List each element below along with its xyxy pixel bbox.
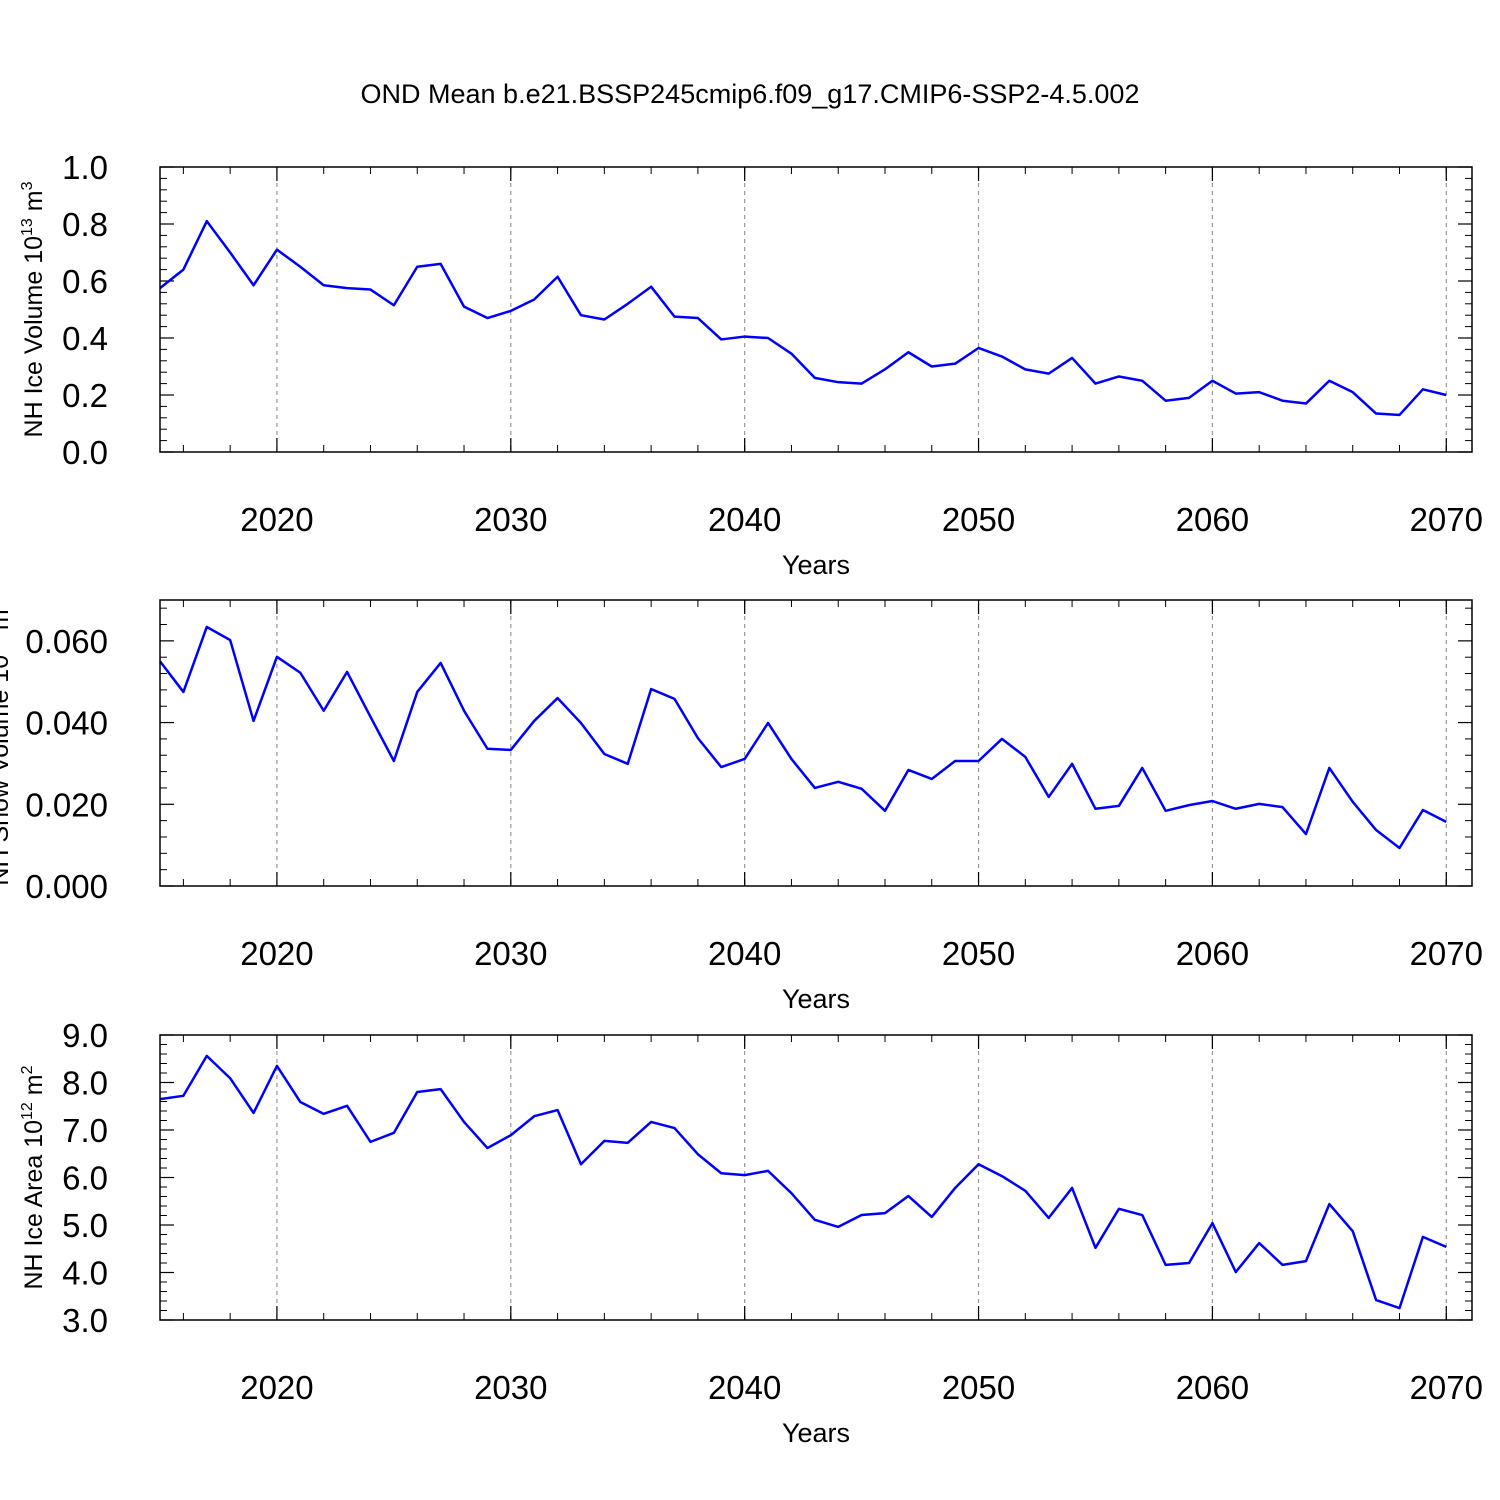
y-axis-title-unit: m <box>20 190 48 218</box>
y-tick-label: 0.000 <box>25 868 108 905</box>
x-tick-label: 2040 <box>708 1369 781 1406</box>
y-axis-title: NH Ice Volume 1013 m3 <box>19 181 48 437</box>
x-tick-label: 2060 <box>1176 501 1249 538</box>
x-tick-label: 2070 <box>1410 935 1483 972</box>
y-tick-label: 0.020 <box>25 786 108 823</box>
data-line <box>159 219 1447 417</box>
x-tick-label: 2020 <box>240 501 313 538</box>
y-axis-title-exponent: 13 <box>19 218 36 236</box>
x-tick-label: 2050 <box>942 501 1015 538</box>
y-axis-title-unit-exponent: 3 <box>0 600 2 609</box>
y-tick-label: 0.8 <box>62 206 108 243</box>
y-tick-label: 6.0 <box>62 1160 108 1197</box>
y-tick-label: 1.0 <box>62 149 108 186</box>
y-axis-title-exponent: 13 <box>0 637 2 655</box>
plot-frame <box>159 166 1473 453</box>
y-tick-label: 3.0 <box>62 1302 108 1339</box>
y-axis-title-text: NH Ice Area 10 <box>20 1120 48 1290</box>
data-line <box>159 625 1447 850</box>
y-tick-label: 4.0 <box>62 1255 108 1292</box>
y-tick-label: 0.2 <box>62 377 108 414</box>
x-axis-title: Years <box>782 1418 850 1448</box>
y-axis-title-unit-exponent: 3 <box>19 181 36 190</box>
figure-title: OND Mean b.e21.BSSP245cmip6.f09_g17.CMIP… <box>361 79 1140 109</box>
plot-frame <box>159 1034 1473 1321</box>
y-tick-label: 9.0 <box>62 1017 108 1054</box>
x-tick-label: 2040 <box>708 501 781 538</box>
x-tick-label: 2060 <box>1176 935 1249 972</box>
y-tick-label: 0.4 <box>62 320 108 357</box>
x-axis-title: Years <box>782 984 850 1014</box>
y-tick-label: 7.0 <box>62 1112 108 1149</box>
x-tick-label: 2020 <box>240 1369 313 1406</box>
x-tick-label: 2060 <box>1176 1369 1249 1406</box>
y-axis-title-unit-exponent: 2 <box>19 1065 36 1074</box>
x-tick-label: 2040 <box>708 935 781 972</box>
x-tick-label: 2030 <box>474 1369 547 1406</box>
y-tick-label: 0.060 <box>25 623 108 660</box>
plot-frame <box>159 599 1473 887</box>
y-axis-title: NH Ice Area 1012 m2 <box>19 1065 48 1289</box>
y-axis-title-unit: m <box>20 1074 48 1102</box>
data-line <box>159 1054 1447 1310</box>
x-tick-label: 2030 <box>474 935 547 972</box>
y-tick-label: 5.0 <box>62 1207 108 1244</box>
y-tick-label: 0.0 <box>62 434 108 471</box>
x-tick-label: 2030 <box>474 501 547 538</box>
y-axis-title-text: NH Ice Volume 10 <box>20 236 48 438</box>
x-tick-label: 2050 <box>942 935 1015 972</box>
x-tick-label: 2070 <box>1410 1369 1483 1406</box>
y-axis-title-exponent: 12 <box>19 1102 36 1120</box>
y-axis-title: NH Snow Volume 1013 m3 <box>0 600 14 885</box>
y-tick-label: 8.0 <box>62 1065 108 1102</box>
y-tick-label: 0.040 <box>25 705 108 742</box>
x-tick-label: 2020 <box>240 935 313 972</box>
y-tick-label: 0.6 <box>62 263 108 300</box>
y-axis-title-text: NH Snow Volume 10 <box>0 655 14 886</box>
y-axis-title-unit: m <box>0 609 14 637</box>
x-tick-label: 2050 <box>942 1369 1015 1406</box>
x-axis-title: Years <box>782 550 850 580</box>
x-tick-label: 2070 <box>1410 501 1483 538</box>
